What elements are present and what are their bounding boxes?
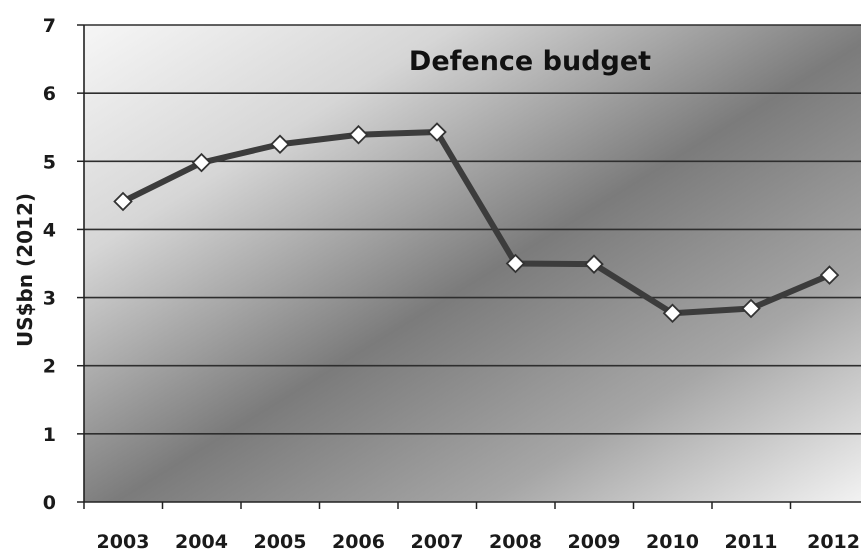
y-tick-label-1: 1 bbox=[43, 424, 56, 446]
series-defence-budget bbox=[113, 122, 840, 324]
x-tick-label-2008: 2008 bbox=[489, 531, 542, 551]
y-axis-label: US$bn (2012) bbox=[13, 193, 37, 347]
x-tick-label-2011: 2011 bbox=[725, 531, 778, 551]
series-line bbox=[120, 128, 833, 317]
data-point-2003 bbox=[113, 191, 133, 212]
plot-area bbox=[84, 25, 861, 502]
y-tick-label-3: 3 bbox=[43, 288, 56, 310]
tick-labels: 0 1 2 3 4 5 6 7 2003 2004 2005 2006 2007 2008 2009 2010… bbox=[43, 15, 860, 551]
x-tick-label-2003: 2003 bbox=[97, 531, 150, 551]
x-tick-label-2004: 2004 bbox=[175, 531, 228, 551]
x-tick-label-2007: 2007 bbox=[411, 531, 464, 551]
y-tick-label-0: 0 bbox=[43, 492, 56, 514]
data-point-2008 bbox=[505, 253, 526, 274]
data-point-2005 bbox=[270, 134, 290, 155]
data-point-2010 bbox=[662, 303, 683, 324]
data-point-2004 bbox=[191, 152, 212, 173]
data-point-2012 bbox=[819, 265, 840, 285]
axes bbox=[77, 24, 861, 509]
chart-title: Defence budget bbox=[409, 46, 651, 77]
data-point-2009 bbox=[584, 254, 604, 274]
y-tick-label-7: 7 bbox=[43, 15, 56, 37]
x-tick-label-2006: 2006 bbox=[332, 531, 385, 551]
x-tick-label-2005: 2005 bbox=[254, 531, 307, 551]
data-point-2007 bbox=[427, 122, 447, 142]
y-tick-label-5: 5 bbox=[43, 151, 56, 173]
x-tick-label-2010: 2010 bbox=[646, 531, 699, 551]
y-tick-label-6: 6 bbox=[43, 83, 56, 105]
y-tick-label-2: 2 bbox=[43, 356, 56, 378]
data-point-2006 bbox=[348, 124, 369, 145]
data-point-2011 bbox=[741, 298, 761, 319]
y-tick-label-4: 4 bbox=[43, 219, 56, 241]
x-tick-label-2009: 2009 bbox=[568, 531, 621, 551]
x-tick-label-2012: 2012 bbox=[807, 531, 860, 551]
